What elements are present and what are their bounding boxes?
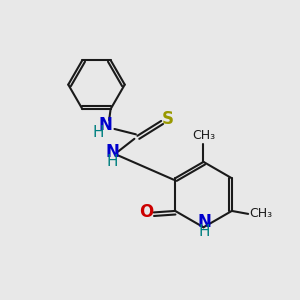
- Text: CH₃: CH₃: [192, 129, 215, 142]
- Text: H: H: [92, 125, 103, 140]
- Text: CH₃: CH₃: [249, 207, 272, 220]
- Text: H: H: [106, 154, 118, 169]
- Text: N: N: [99, 116, 112, 134]
- Text: N: N: [105, 142, 119, 160]
- Text: H: H: [198, 224, 210, 239]
- Text: O: O: [139, 203, 154, 221]
- Text: S: S: [162, 110, 174, 128]
- Text: N: N: [197, 213, 211, 231]
